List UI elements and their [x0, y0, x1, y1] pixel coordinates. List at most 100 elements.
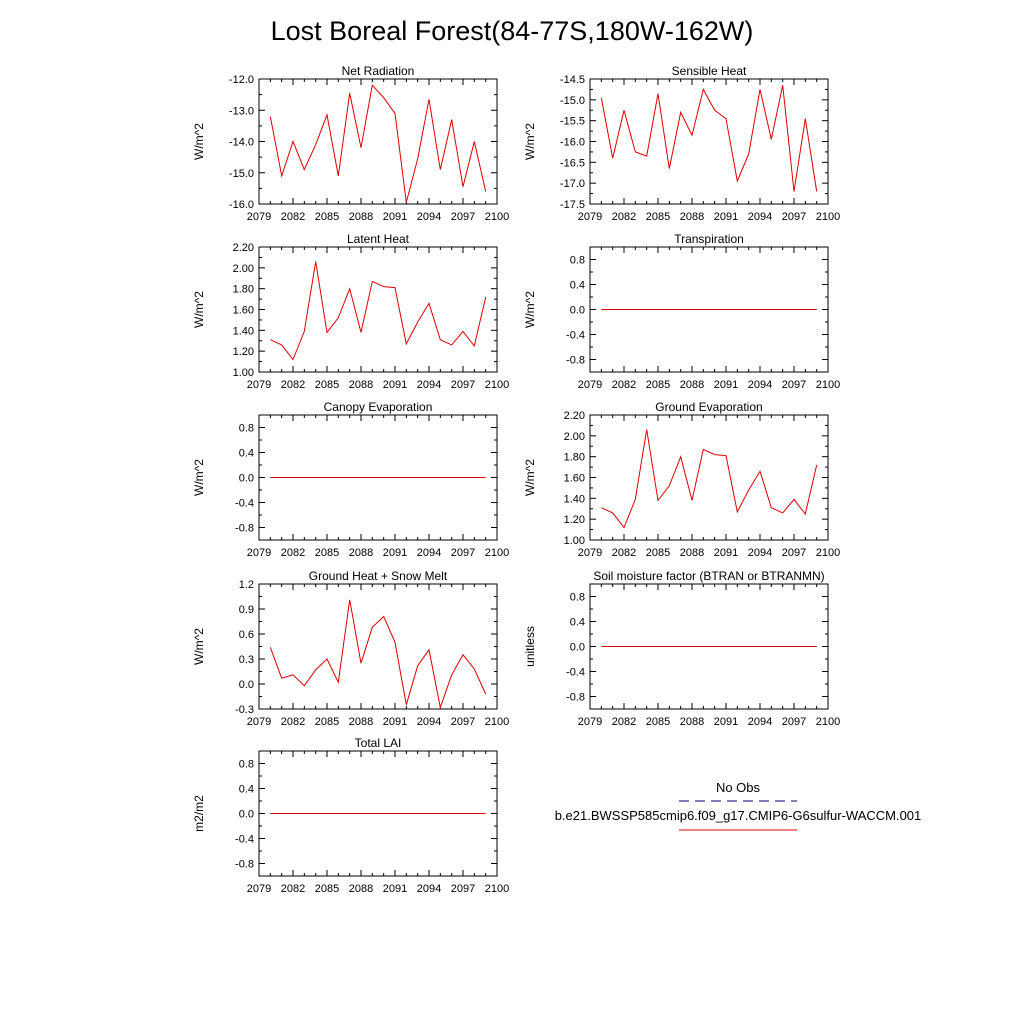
- x-tick-label: 2100: [485, 379, 509, 391]
- y-tick-label: 1.00: [233, 367, 254, 379]
- y-tick-label: -0.8: [235, 523, 254, 535]
- panel-title: Transpiration: [674, 232, 744, 246]
- series-line-model: [601, 429, 818, 529]
- x-tick-label: 2085: [646, 547, 670, 559]
- x-tick-label: 2079: [247, 379, 271, 391]
- legend: No Obs b.e21.BWSSP585cmip6.f09_g17.CMIP6…: [555, 780, 921, 831]
- y-tick-label: 0.3: [239, 654, 254, 666]
- x-tick-label: 2100: [485, 883, 509, 895]
- x-tick-label: 2097: [451, 883, 475, 895]
- panel-net-radiation: 2079 2082 2085 2088 2091 2094 2097 2100 -12.0 -13…: [192, 64, 509, 223]
- x-tick-label: 2100: [816, 211, 840, 223]
- x-tick-label: 2091: [714, 379, 738, 391]
- y-axis-label: W/m^2: [523, 291, 537, 328]
- x-tick-label: 2091: [714, 716, 738, 728]
- y-tick-label: 1.20: [564, 514, 585, 526]
- y-tick-label: 1.20: [233, 346, 254, 358]
- y-tick-label: 0.6: [239, 629, 254, 641]
- x-tick-label: 2091: [383, 883, 407, 895]
- x-tick-label: 2079: [578, 547, 602, 559]
- y-tick-label: 0.0: [239, 679, 254, 691]
- x-tick-label: 2082: [281, 379, 305, 391]
- x-tick-label: 2100: [816, 716, 840, 728]
- x-tick-label: 2091: [383, 547, 407, 559]
- x-tick-label: 2082: [281, 547, 305, 559]
- x-tick-label: 2079: [578, 211, 602, 223]
- panel-ground-evaporation: 2079 2082 2085 2088 2091 2094 2097 2100 2.20 2.00…: [523, 400, 840, 559]
- x-tick-label: 2088: [349, 379, 373, 391]
- x-tick-label: 2097: [782, 547, 806, 559]
- x-tick-label: 2085: [315, 379, 339, 391]
- y-axis-label: W/m^2: [192, 628, 206, 665]
- y-tick-label: 0.8: [570, 255, 585, 267]
- y-tick-label: -17.5: [560, 199, 585, 211]
- panel-transpiration: 2079 2082 2085 2088 2091 2094 2097 2100 0.8 0.4 0.…: [523, 232, 840, 391]
- x-tick-label: 2094: [417, 883, 441, 895]
- y-tick-label: -0.4: [235, 498, 254, 510]
- y-tick-label: 0.0: [570, 642, 585, 654]
- x-tick-label: 2085: [315, 211, 339, 223]
- x-tick-label: 2094: [417, 379, 441, 391]
- x-tick-label: 2082: [612, 211, 636, 223]
- panel-title: Latent Heat: [347, 232, 410, 246]
- y-tick-label: 0.8: [239, 759, 254, 771]
- x-tick-label: 2094: [748, 716, 772, 728]
- x-tick-label: 2100: [485, 716, 509, 728]
- x-tick-label: 2079: [247, 716, 271, 728]
- x-tick-label: 2088: [680, 211, 704, 223]
- y-tick-label: 0.8: [570, 592, 585, 604]
- panel-canopy-evaporation: 2079 2082 2085 2088 2091 2094 2097 2100 0.8 0.4 0.…: [192, 400, 509, 559]
- x-tick-label: 2082: [281, 883, 305, 895]
- y-tick-label: 1.80: [564, 452, 585, 464]
- y-axis-label: m2/m2: [192, 795, 206, 832]
- panel-title: Net Radiation: [342, 64, 415, 78]
- x-tick-label: 2097: [782, 379, 806, 391]
- x-tick-label: 2079: [247, 547, 271, 559]
- y-axis-label: W/m^2: [192, 123, 206, 160]
- x-tick-label: 2094: [417, 547, 441, 559]
- x-tick-label: 2079: [247, 211, 271, 223]
- x-tick-label: 2100: [816, 547, 840, 559]
- panel-title: Canopy Evaporation: [324, 400, 433, 414]
- x-tick-label: 2091: [714, 211, 738, 223]
- panel-title: Sensible Heat: [672, 64, 747, 78]
- y-tick-label: -0.4: [235, 834, 254, 846]
- x-tick-label: 2082: [612, 716, 636, 728]
- y-tick-label: -14.5: [560, 74, 585, 86]
- panel-total-lai: 2079 2082 2085 2088 2091 2094 2097 2100 0.8 0.4 0.…: [192, 736, 509, 895]
- y-tick-label: -0.3: [235, 704, 254, 716]
- x-tick-label: 2085: [315, 547, 339, 559]
- x-tick-label: 2088: [680, 379, 704, 391]
- panel-sensible-heat: 2079 2082 2085 2088 2091 2094 2097 2100 -14.5 -15…: [523, 64, 840, 223]
- y-tick-label: 0.4: [239, 784, 254, 796]
- x-tick-label: 2097: [451, 211, 475, 223]
- x-tick-label: 2094: [748, 379, 772, 391]
- y-tick-label: -15.0: [560, 95, 585, 107]
- y-tick-label: -17.0: [560, 178, 585, 190]
- x-tick-label: 2100: [485, 547, 509, 559]
- y-tick-label: 1.60: [233, 305, 254, 317]
- y-tick-label: 1.80: [233, 284, 254, 296]
- x-tick-label: 2094: [417, 211, 441, 223]
- y-tick-label: 0.0: [239, 473, 254, 485]
- y-tick-label: 2.00: [564, 431, 585, 443]
- panel-latent-heat: 2079 2082 2085 2088 2091 2094 2097 2100 2.20 2.00…: [192, 232, 509, 391]
- y-tick-label: 0.4: [570, 280, 585, 292]
- x-tick-label: 2100: [485, 211, 509, 223]
- panel-title: Total LAI: [355, 736, 402, 750]
- x-tick-label: 2082: [612, 379, 636, 391]
- figure-title: Lost Boreal Forest(84-77S,180W-162W): [271, 16, 754, 46]
- y-tick-label: -16.5: [560, 157, 585, 169]
- x-tick-label: 2088: [349, 211, 373, 223]
- y-tick-label: -14.0: [229, 137, 254, 149]
- x-tick-label: 2082: [281, 716, 305, 728]
- y-tick-label: 1.2: [239, 579, 254, 591]
- x-tick-label: 2100: [816, 379, 840, 391]
- y-tick-label: 1.60: [564, 473, 585, 485]
- series-line-model: [270, 261, 487, 361]
- y-tick-label: -0.4: [566, 330, 585, 342]
- x-tick-label: 2091: [383, 211, 407, 223]
- panels: 2079 2082 2085 2088 2091 2094 2097 2100 -12.0 -13…: [192, 64, 840, 895]
- x-tick-label: 2097: [451, 547, 475, 559]
- y-tick-label: 2.20: [233, 242, 254, 254]
